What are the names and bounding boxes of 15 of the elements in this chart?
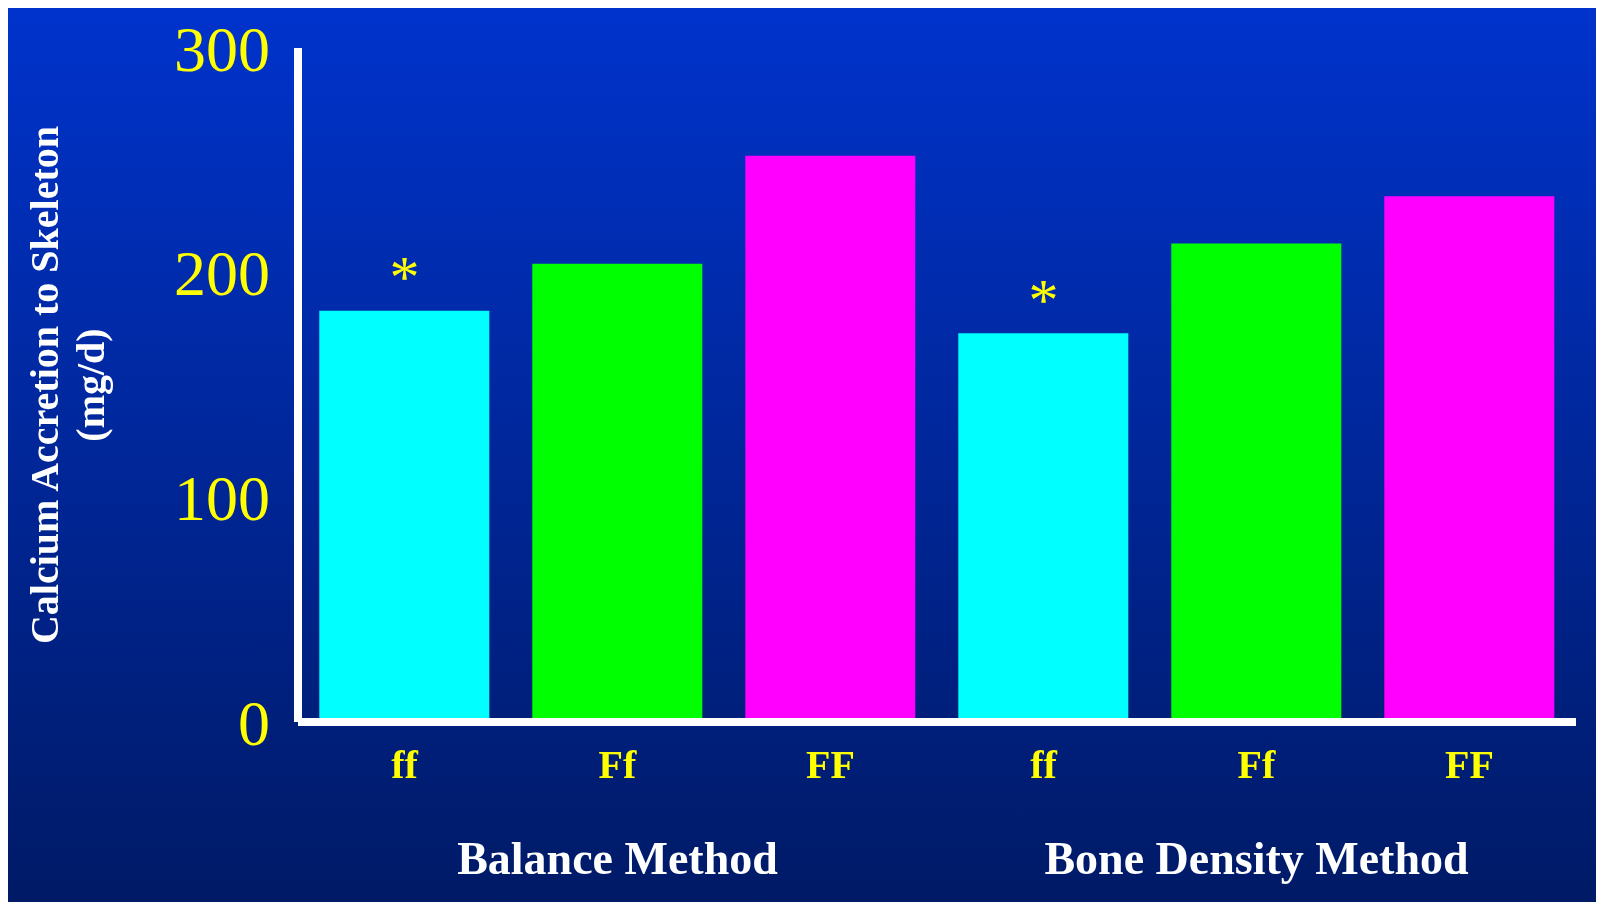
- y-tick-label: 300: [174, 13, 270, 85]
- x-tick-label: FF: [1445, 742, 1494, 788]
- y-axis-title: Calcium Accretion to Skeleton (mg/d): [22, 125, 113, 645]
- x-tick-label: Ff: [1237, 742, 1277, 788]
- x-tick-label: ff: [1030, 742, 1058, 788]
- x-tick-label: Ff: [598, 742, 638, 788]
- annotation: *: [1028, 266, 1059, 333]
- y-tick-label: 200: [174, 238, 270, 310]
- text: Balance Method: [456, 832, 779, 885]
- x-tick-label: FF: [806, 742, 855, 788]
- x-tick-label: ff: [391, 742, 419, 788]
- text: Bone Density Method: [1043, 832, 1470, 885]
- annotation: *: [389, 244, 420, 311]
- y-tick-label: 100: [174, 463, 270, 535]
- y-tick-label: 0: [238, 687, 270, 759]
